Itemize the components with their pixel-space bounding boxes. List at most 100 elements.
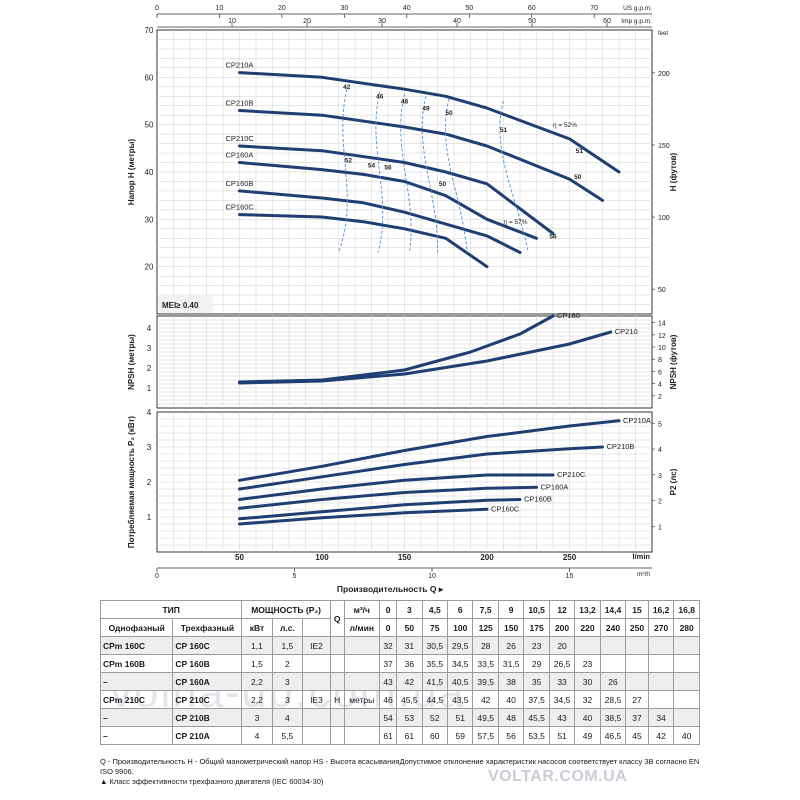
series-label-CP160A: CP160A — [226, 151, 254, 160]
head-value: 32 — [574, 690, 601, 709]
right-tick-label: 14 — [658, 321, 666, 328]
head-value: 53,5 — [523, 726, 550, 745]
head-value: 30,5 — [421, 636, 449, 655]
head-chart: 20 30 40 50 60 70 Напор H (метры) 50 100 150 200 H … — [127, 26, 678, 315]
efficiency-label: 52 — [345, 158, 353, 165]
y-tick-label: 2 — [147, 478, 152, 487]
head-value: 37 — [625, 708, 649, 727]
site-watermark: VOLTAR.COM.UA — [488, 768, 628, 785]
h-label-empty — [329, 654, 345, 673]
head-value: 59 — [447, 726, 474, 745]
head-value: 40 — [673, 726, 700, 745]
efficiency-label: 48 — [401, 98, 409, 105]
efficiency-label: 42 — [343, 84, 351, 91]
y-tick-label: 2 — [147, 364, 152, 373]
power-chart: 1 2 3 4 Потребляемая мощность P₂ (кВт) 1 2 3 4 5 P… — [127, 408, 678, 553]
head-value — [673, 672, 700, 691]
head-value — [673, 708, 700, 727]
h-label-empty — [329, 708, 345, 727]
curve-CP210 — [238, 330, 613, 385]
h-unit-empty — [343, 726, 381, 745]
lmin-tick-label: 250 — [563, 553, 577, 562]
h-label-empty — [329, 726, 345, 745]
head-value: 44,5 — [421, 690, 449, 709]
imp-gpm-tick-label: 20 — [303, 18, 311, 25]
head-value: 52 — [421, 708, 449, 727]
us-gpm-tick-label: 30 — [340, 5, 348, 12]
subheader-cell: кВт — [241, 618, 273, 637]
h-unit-empty — [343, 636, 381, 655]
subheader-cell — [302, 618, 331, 637]
curve-CP160C — [238, 507, 489, 526]
head-value: 34 — [647, 708, 675, 727]
right-tick-label: 150 — [658, 143, 670, 150]
head-value: 43 — [379, 672, 398, 691]
right-axis-label: P2 (лс) — [669, 468, 678, 495]
head-value: 49 — [574, 726, 601, 745]
power-kw: 1,1 — [241, 636, 273, 655]
head-value: 61 — [396, 726, 423, 745]
head-value — [673, 654, 700, 673]
series-label-CP160A: CP160A — [541, 482, 569, 491]
h-label: H — [329, 690, 345, 709]
q-m3h-cell: 10,5 — [523, 600, 550, 619]
head-value: 40 — [574, 708, 601, 727]
head-value: 23 — [523, 636, 550, 655]
efficiency-label: 50 — [439, 181, 447, 188]
head-value — [625, 654, 649, 673]
curve-CP160B — [238, 498, 522, 521]
h-unit-empty — [343, 672, 381, 691]
table-row: – CP 210A 4 5,5 61 61 60 59 57,5 56 53,5 51 49 46,5 45… — [99, 726, 700, 745]
head-value — [625, 672, 649, 691]
efficiency-iso-line — [445, 98, 468, 253]
head-value: 48 — [497, 708, 525, 727]
head-value: 36 — [396, 654, 423, 673]
x-axis-label: Производительность Q ▸ — [337, 584, 444, 594]
single-phase-model: – — [99, 726, 174, 745]
power-hp: 3 — [271, 690, 304, 709]
right-tick-label: 50 — [658, 287, 666, 294]
m3h-unit: m³/h — [637, 571, 650, 578]
subheader-cell: Однофазный — [99, 618, 174, 637]
curve-CP160C — [238, 213, 489, 269]
head-value: 57,5 — [472, 726, 499, 745]
us-gpm-tick-label: 10 — [216, 5, 224, 12]
single-phase-model: – — [99, 708, 174, 727]
y-axis-label: Потребляемая мощность P₂ (кВт) — [127, 416, 136, 549]
subheader-cell: Трехфазный — [172, 618, 243, 637]
right-unit-label: feet — [658, 31, 668, 37]
head-value: 53 — [396, 708, 423, 727]
head-value — [647, 654, 675, 673]
head-value — [647, 636, 675, 655]
efficiency-label: 50 — [574, 174, 582, 181]
power-kw: 2,2 — [241, 690, 273, 709]
power-hp: 1,5 — [271, 636, 304, 655]
head-value — [673, 636, 700, 655]
q-lmin-cell: 220 — [574, 618, 601, 637]
head-value: 23 — [574, 654, 601, 673]
right-tick-label: 10 — [658, 345, 666, 352]
y-axis-label: Напор H (метры) — [127, 139, 136, 206]
head-value: 26 — [497, 636, 525, 655]
q-m3h-cell: м³/ч — [343, 600, 381, 619]
power-hp: 4 — [271, 708, 304, 727]
head-value: 56 — [497, 726, 525, 745]
ie-class: IE2 — [302, 636, 331, 655]
series-label-CP210: CP210 — [615, 327, 638, 336]
right-tick-label: 12 — [658, 333, 666, 340]
ie-class — [302, 726, 331, 745]
head-value: 40,5 — [447, 672, 474, 691]
series-label-CP160: CP160 — [557, 311, 580, 320]
right-tick-label: 200 — [658, 71, 670, 78]
head-value — [625, 636, 649, 655]
head-value — [599, 654, 627, 673]
q-lmin-cell: 200 — [548, 618, 576, 637]
q-lmin-cell: 125 — [472, 618, 499, 637]
head-value: 41,5 — [421, 672, 449, 691]
right-tick-label: 4 — [658, 382, 662, 389]
head-value: 43 — [548, 708, 576, 727]
q-m3h-cell: 15 — [625, 600, 649, 619]
head-value — [647, 690, 675, 709]
